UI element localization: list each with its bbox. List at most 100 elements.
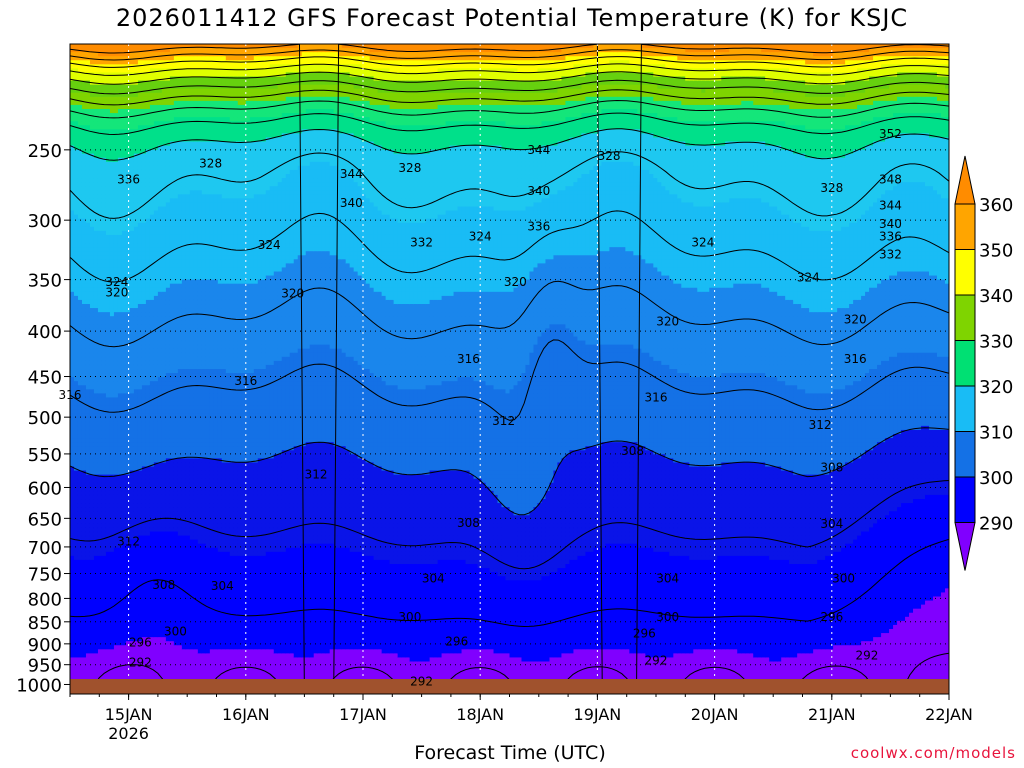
contour-cell bbox=[158, 316, 163, 321]
contour-cell bbox=[142, 430, 147, 435]
contour-cell bbox=[182, 182, 187, 187]
contour-cell bbox=[102, 515, 107, 520]
contour-cell bbox=[146, 178, 151, 183]
contour-cell bbox=[74, 532, 79, 537]
contour-cell bbox=[94, 357, 99, 362]
contour-cell bbox=[154, 592, 159, 597]
contour-cell bbox=[130, 105, 135, 110]
contour-cell bbox=[154, 475, 159, 480]
contour-cell bbox=[70, 308, 75, 313]
contour-cell bbox=[74, 121, 79, 126]
contour-cell bbox=[146, 458, 151, 463]
contour-cell bbox=[190, 223, 195, 228]
contour-cell bbox=[134, 613, 139, 618]
contour-cell bbox=[110, 194, 115, 199]
contour-cell bbox=[118, 324, 123, 329]
contour-cell bbox=[190, 609, 195, 614]
contour-cell bbox=[166, 243, 171, 248]
contour-cell bbox=[98, 393, 103, 398]
contour-cell bbox=[70, 81, 75, 86]
contour-cell bbox=[82, 259, 87, 264]
contour-cell bbox=[150, 438, 155, 443]
contour-cell bbox=[122, 81, 127, 86]
contour-cell bbox=[178, 263, 183, 268]
contour-cell bbox=[134, 572, 139, 577]
contour-cell bbox=[190, 320, 195, 325]
contour-cell bbox=[122, 211, 127, 216]
contour-cell bbox=[178, 410, 183, 415]
contour-cell bbox=[150, 491, 155, 496]
contour-cell bbox=[74, 621, 79, 626]
contour-cell bbox=[154, 312, 159, 317]
contour-cell bbox=[182, 657, 187, 662]
contour-cell bbox=[138, 495, 143, 500]
contour-cell bbox=[190, 523, 195, 528]
contour-cell bbox=[82, 109, 87, 114]
contour-cell bbox=[194, 129, 199, 134]
contour-cell bbox=[178, 353, 183, 358]
contour-cell bbox=[118, 361, 123, 366]
contour-cell bbox=[186, 536, 191, 541]
contour-cell bbox=[94, 288, 99, 293]
contour-cell bbox=[86, 584, 91, 589]
contour-cell bbox=[150, 613, 155, 618]
contour-cell bbox=[134, 393, 139, 398]
contour-cell bbox=[122, 349, 127, 354]
contour-cell bbox=[146, 259, 151, 264]
contour-cell bbox=[122, 556, 127, 561]
contour-cell bbox=[174, 162, 179, 167]
contour-cell bbox=[134, 605, 139, 610]
contour-cell bbox=[186, 674, 191, 679]
contour-cell bbox=[122, 166, 127, 171]
contour-cell bbox=[134, 609, 139, 614]
contour-cell bbox=[74, 44, 79, 49]
contour-cell bbox=[190, 572, 195, 577]
contour-cell bbox=[110, 312, 115, 317]
contour-cell bbox=[98, 320, 103, 325]
contour-cell bbox=[118, 129, 123, 134]
contour-cell bbox=[82, 454, 87, 459]
contour-cell bbox=[142, 77, 147, 82]
contour-cell bbox=[134, 495, 139, 500]
contour-cell bbox=[170, 308, 175, 313]
contour-cell bbox=[190, 410, 195, 415]
contour-cell bbox=[190, 369, 195, 374]
contour-cell bbox=[154, 633, 159, 638]
contour-cell bbox=[130, 353, 135, 358]
contour-cell bbox=[94, 304, 99, 309]
contour-cell bbox=[102, 68, 107, 73]
contour-cell bbox=[134, 381, 139, 386]
contour-cell bbox=[78, 288, 83, 293]
contour-cell bbox=[154, 467, 159, 472]
contour-cell bbox=[110, 422, 115, 427]
contour-cell bbox=[90, 576, 95, 581]
contour-cell bbox=[170, 511, 175, 516]
contour-cell bbox=[130, 223, 135, 228]
contour-cell bbox=[110, 552, 115, 557]
contour-cell bbox=[82, 377, 87, 382]
contour-cell bbox=[166, 361, 171, 366]
contour-cell bbox=[190, 324, 195, 329]
contour-cell bbox=[94, 353, 99, 358]
contour-cell bbox=[86, 633, 91, 638]
contour-cell bbox=[178, 235, 183, 240]
contour-cell bbox=[90, 219, 95, 224]
contour-cell bbox=[150, 337, 155, 342]
contour-cell bbox=[78, 52, 83, 57]
contour-cell bbox=[154, 653, 159, 658]
contour-cell bbox=[102, 446, 107, 451]
contour-cell bbox=[138, 219, 143, 224]
contour-cell bbox=[118, 515, 123, 520]
contour-cell bbox=[138, 251, 143, 256]
contour-cell bbox=[154, 64, 159, 69]
contour-cell bbox=[114, 621, 119, 626]
contour-cell bbox=[138, 365, 143, 370]
contour-cell bbox=[182, 438, 187, 443]
contour-cell bbox=[134, 491, 139, 496]
contour-cell bbox=[122, 584, 127, 589]
contour-cell bbox=[74, 353, 79, 358]
contour-cell bbox=[162, 207, 167, 212]
contour-cell bbox=[94, 519, 99, 524]
contour-cell bbox=[134, 462, 139, 467]
contour-cell bbox=[114, 552, 119, 557]
